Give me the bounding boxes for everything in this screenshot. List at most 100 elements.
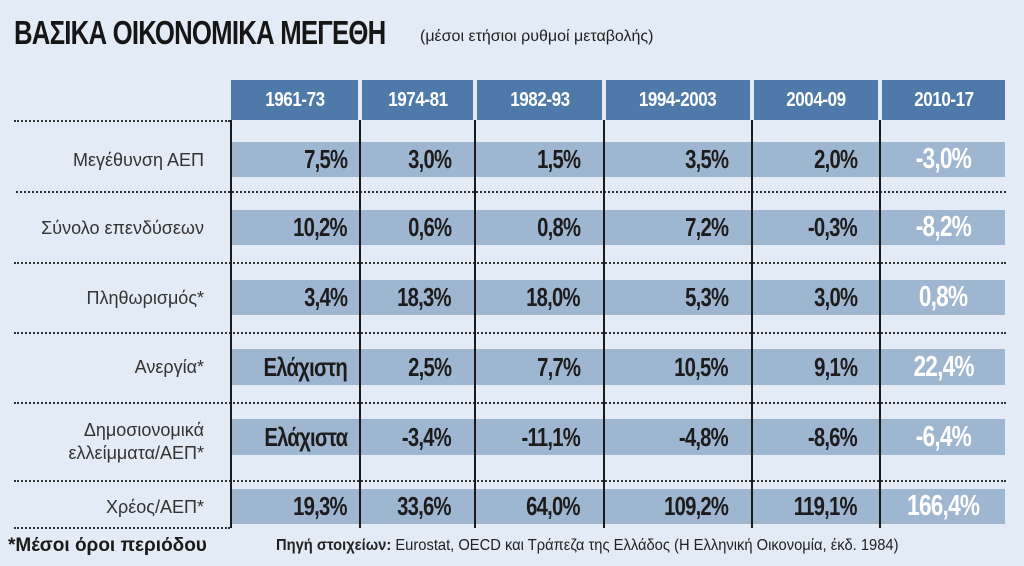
table-cell-value: -4,8% <box>678 421 729 452</box>
source-text: Eurostat, OECD και Τράπεζα της Ελλάδος (… <box>391 537 899 554</box>
table-cell: 10,5% <box>606 349 728 385</box>
table-cell: 7,7% <box>477 349 581 385</box>
row-divider <box>16 191 1006 193</box>
table-cell-value: 1,5% <box>536 144 581 174</box>
table-cell: 0,6% <box>362 210 452 245</box>
table-cell-value: 7,7% <box>536 351 581 382</box>
column-header-label: 1982-93 <box>509 88 570 111</box>
row-divider <box>14 480 1006 482</box>
table-cell-value: 3,0% <box>813 282 858 312</box>
table-cell-value: 18,0% <box>526 282 580 312</box>
row-label: Σύνολο επενδύσεων <box>41 218 204 238</box>
table-cell: 0,8% <box>477 210 581 245</box>
table-cell-value: 0,8% <box>919 281 968 313</box>
table-cell-value: -8,2% <box>915 211 972 243</box>
table-cell-value: 3,4% <box>303 282 348 312</box>
row-divider <box>14 332 1006 334</box>
table-cell: 7,5% <box>232 142 348 177</box>
table-cell: 2,5% <box>362 349 452 385</box>
column-header-label: 1994-2003 <box>639 88 717 111</box>
row-divider <box>14 262 1006 264</box>
row-divider <box>14 402 1006 404</box>
table-cell: 18,3% <box>362 280 451 315</box>
table-cell-value: 109,2% <box>663 491 729 521</box>
table-cell: -4,8% <box>606 419 729 455</box>
table-cell: 22,4% <box>882 349 1005 385</box>
table-cell: -11,1% <box>477 419 581 455</box>
column-header-label: 1961-73 <box>264 88 325 111</box>
table-cell: 3,5% <box>606 142 729 177</box>
title-subtitle: (μέσοι ετήσιοι ρυθμοί μεταβολής) <box>420 28 654 45</box>
table-cell-value: 2,0% <box>813 144 858 174</box>
table-cell: -8,6% <box>754 419 858 455</box>
column-divider <box>230 120 232 528</box>
table-cell: 7,2% <box>606 210 729 245</box>
table-cell: 2,0% <box>754 142 858 177</box>
table-cell: 3,4% <box>232 280 348 315</box>
column-header-label: 1974-81 <box>387 88 448 111</box>
column-header-label: 2010-17 <box>913 88 974 111</box>
table-cell-value: 64,0% <box>526 491 580 521</box>
table-cell: 19,3% <box>232 489 347 524</box>
column-header: 1994-2003 <box>606 80 750 120</box>
table-cell: 33,6% <box>362 489 451 524</box>
table-cell: 64,0% <box>477 489 580 524</box>
table-cell-value: 19,3% <box>293 491 347 521</box>
title-main: ΒΑΣΙΚΑ ΟΙΚΟΝΟΜΙΚΑ ΜΕΓΕΘΗ <box>14 14 386 51</box>
column-header: 1982-93 <box>477 80 602 120</box>
table-cell-value: -8,6% <box>807 421 858 452</box>
table-cell-value: 33,6% <box>397 491 451 521</box>
table-cell-value: 166,4% <box>907 490 980 522</box>
table-cell-value: Ελάχιστα <box>264 421 348 452</box>
table-cell: 1,5% <box>477 142 581 177</box>
table-cell-value: -0,3% <box>807 212 858 242</box>
table-cell-value: 0,6% <box>407 212 452 242</box>
table-cell: -3,0% <box>882 142 1005 177</box>
column-divider <box>359 120 361 528</box>
source-note: Πηγή στοιχείων: Eurostat, OECD και Τράπε… <box>276 537 898 555</box>
footnote: *Μέσοι όροι περιόδου <box>8 535 207 556</box>
table-cell: -8,2% <box>882 210 1005 245</box>
table-cell: 5,3% <box>606 280 729 315</box>
row-label: Ανεργία* <box>134 357 204 377</box>
table-cell-value: 3,5% <box>684 144 729 174</box>
table-cell: 9,1% <box>754 349 858 385</box>
column-divider <box>603 120 605 528</box>
table-cell-value: 5,3% <box>684 282 729 312</box>
column-header: 1961-73 <box>231 80 358 120</box>
table-cell-value: 119,1% <box>794 491 858 521</box>
table-cell: -0,3% <box>754 210 858 245</box>
column-header: 1974-81 <box>362 80 473 120</box>
row-label: Πληθωρισμός* <box>86 288 204 308</box>
table-cell-value: -11,1% <box>521 421 581 452</box>
table-cell-value: 10,2% <box>293 212 347 242</box>
column-divider <box>474 120 476 528</box>
table-cell: 119,1% <box>754 489 858 524</box>
table-cell: 166,4% <box>882 489 1005 524</box>
table-cell-value: -6,4% <box>915 420 972 453</box>
table-cell: 10,2% <box>232 210 347 245</box>
table-cell-value: -3,0% <box>915 143 972 175</box>
table-cell: 109,2% <box>606 489 729 524</box>
table-cell: -6,4% <box>882 419 1005 455</box>
row-divider <box>14 120 230 122</box>
table-cell: 3,0% <box>754 280 858 315</box>
table-cell-value: 7,2% <box>684 212 729 242</box>
column-header: 2010-17 <box>882 80 1005 120</box>
table-cell-value: 3,0% <box>407 144 452 174</box>
table-cell-value: 2,5% <box>407 351 452 382</box>
table-cell-value: 0,8% <box>536 212 581 242</box>
column-divider <box>751 120 753 528</box>
row-label: Χρέος/ΑΕΠ* <box>106 497 204 517</box>
source-label: Πηγή στοιχείων: <box>276 537 392 554</box>
row-label: Δημοσιονομικά <box>83 420 204 440</box>
table-cell: -3,4% <box>362 419 452 455</box>
column-divider <box>879 120 881 528</box>
table-cell: 18,0% <box>477 280 580 315</box>
column-header: 2004-09 <box>754 80 878 120</box>
table-cell: Ελάχιστη <box>232 349 348 385</box>
column-header-label: 2004-09 <box>786 88 846 111</box>
page-title: ΒΑΣΙΚΑ ΟΙΚΟΝΟΜΙΚΑ ΜΕΓΕΘΗ <box>14 14 490 52</box>
table-cell-value: 7,5% <box>303 144 348 174</box>
table-cell-value: 9,1% <box>813 351 858 382</box>
